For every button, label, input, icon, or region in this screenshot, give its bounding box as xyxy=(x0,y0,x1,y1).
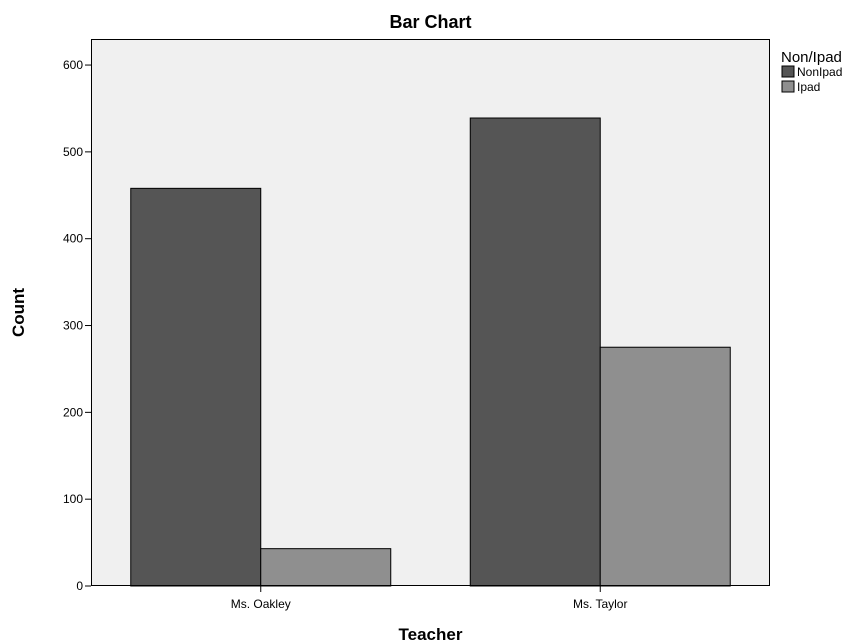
bar-nonipad-ms-oakley xyxy=(130,187,262,587)
bars-group xyxy=(130,117,731,587)
y-tick-label: 0 xyxy=(76,579,83,593)
legend-label-ipad: Ipad xyxy=(797,80,820,94)
y-axis: 0 100 200 300 400 500 600 xyxy=(63,58,91,593)
x-tick-label: Ms. Oakley xyxy=(231,597,291,611)
legend-label-nonipad: NonIpad xyxy=(797,65,842,79)
legend-title: Non/Ipad xyxy=(781,49,842,66)
y-tick-label: 400 xyxy=(63,232,83,246)
x-tick-label: Ms. Taylor xyxy=(573,597,627,611)
legend-swatch-nonipad xyxy=(781,65,795,78)
y-tick-label: 100 xyxy=(63,492,83,506)
x-axis-title: Teacher xyxy=(399,625,463,644)
y-tick-label: 600 xyxy=(63,58,83,72)
x-axis: Ms. Oakley Ms. Taylor xyxy=(231,586,627,611)
chart-title: Bar Chart xyxy=(389,12,471,32)
y-axis-title: Count xyxy=(9,288,28,337)
bar-ipad-ms-taylor xyxy=(599,346,731,587)
legend-swatch-ipad xyxy=(781,80,795,93)
y-tick-label: 300 xyxy=(63,319,83,333)
plot-frame xyxy=(91,39,770,586)
y-tick-label: 200 xyxy=(63,405,83,419)
bar-nonipad-ms-taylor xyxy=(469,117,601,587)
y-tick-label: 500 xyxy=(63,145,83,159)
bar-ipad-ms-oakley xyxy=(260,548,392,587)
